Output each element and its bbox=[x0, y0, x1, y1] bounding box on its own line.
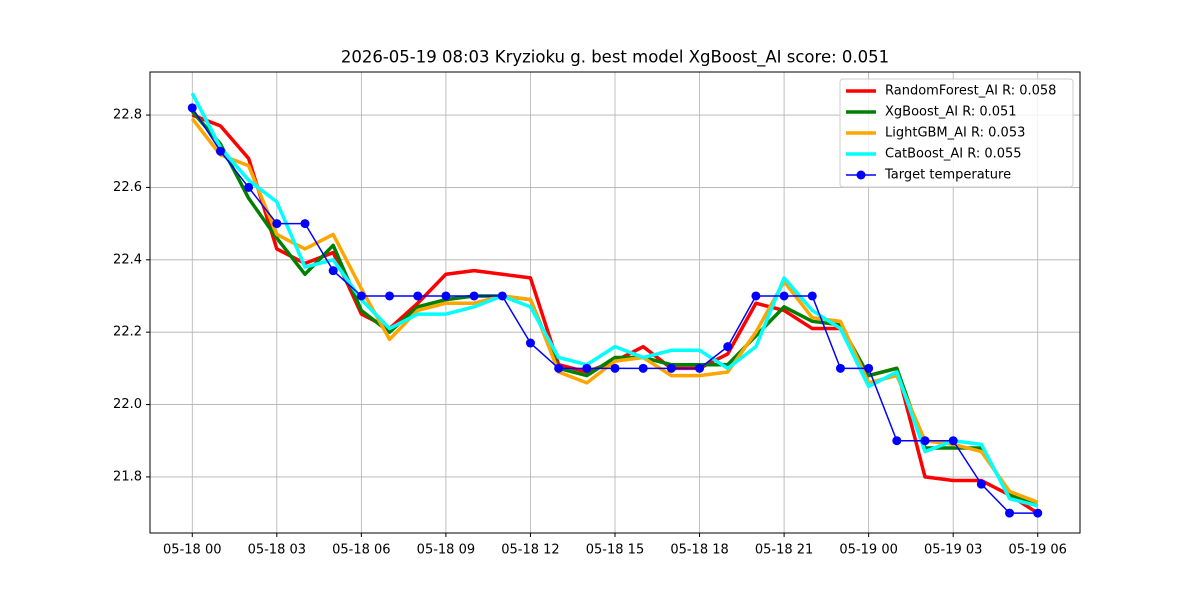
data-point bbox=[1005, 508, 1015, 518]
y-tick-label: 22.2 bbox=[113, 325, 142, 340]
x-tick-label: 05-18 21 bbox=[755, 543, 813, 558]
data-point bbox=[666, 363, 676, 373]
data-point bbox=[328, 266, 338, 276]
x-tick-label: 05-18 09 bbox=[417, 543, 475, 558]
data-point bbox=[525, 338, 535, 348]
series-line bbox=[190, 92, 1039, 508]
data-point bbox=[385, 291, 395, 301]
legend-box bbox=[839, 78, 1074, 188]
data-point bbox=[469, 291, 479, 301]
data-point bbox=[300, 219, 310, 229]
legend-label: LightGBM_AI R: 0.053 bbox=[885, 126, 1025, 141]
legend-label: CatBoost_AI R: 0.055 bbox=[885, 147, 1022, 162]
data-point bbox=[1033, 508, 1043, 518]
y-tick-label: 22.4 bbox=[113, 252, 142, 267]
chart-title: 2026-05-19 08:03 Kryzioku g. best model … bbox=[341, 48, 889, 68]
legend: RandomForest_AI R: 0.058 XgBoost_AI R: 0.… bbox=[839, 78, 1074, 188]
x-tick-label: 05-19 00 bbox=[839, 543, 897, 558]
data-point bbox=[695, 363, 705, 373]
y-tick-label: 21.8 bbox=[113, 469, 142, 484]
legend-marker bbox=[856, 170, 866, 180]
data-point bbox=[187, 103, 197, 113]
data-point bbox=[751, 291, 761, 301]
x-tick-label: 05-19 06 bbox=[1009, 543, 1067, 558]
x-tick-label: 05-18 00 bbox=[163, 543, 221, 558]
data-point bbox=[610, 363, 620, 373]
x-tick-label: 05-18 03 bbox=[248, 543, 306, 558]
x-tick-label: 05-18 06 bbox=[332, 543, 390, 558]
x-tick-label: 05-18 12 bbox=[501, 543, 559, 558]
data-point bbox=[272, 219, 282, 229]
x-tick-label: 05-19 03 bbox=[924, 543, 982, 558]
legend-label: RandomForest_AI R: 0.058 bbox=[885, 84, 1056, 99]
data-point bbox=[582, 363, 592, 373]
data-point bbox=[554, 363, 564, 373]
x-tick-label: 05-18 18 bbox=[670, 543, 728, 558]
data-point bbox=[244, 182, 254, 192]
data-point bbox=[497, 291, 507, 301]
y-tick-label: 22.6 bbox=[113, 180, 142, 195]
data-point bbox=[892, 436, 902, 446]
data-point bbox=[920, 436, 930, 446]
data-point bbox=[215, 146, 225, 156]
series-line bbox=[190, 110, 1039, 508]
x-tick-label: 05-18 15 bbox=[586, 543, 644, 558]
y-tick-label: 22.0 bbox=[113, 397, 142, 412]
data-point bbox=[779, 291, 789, 301]
data-point bbox=[976, 479, 986, 489]
data-point bbox=[441, 291, 451, 301]
data-point bbox=[356, 291, 366, 301]
data-point bbox=[413, 291, 423, 301]
legend-label: Target temperature bbox=[884, 168, 1011, 183]
data-point bbox=[638, 363, 648, 373]
legend-label: XgBoost_AI R: 0.051 bbox=[885, 105, 1017, 120]
data-point bbox=[864, 363, 874, 373]
data-point bbox=[807, 291, 817, 301]
data-point bbox=[948, 436, 958, 446]
data-point bbox=[835, 363, 845, 373]
y-tick-label: 22.8 bbox=[113, 108, 142, 123]
axes-frame bbox=[149, 71, 1081, 534]
data-point bbox=[723, 342, 733, 352]
